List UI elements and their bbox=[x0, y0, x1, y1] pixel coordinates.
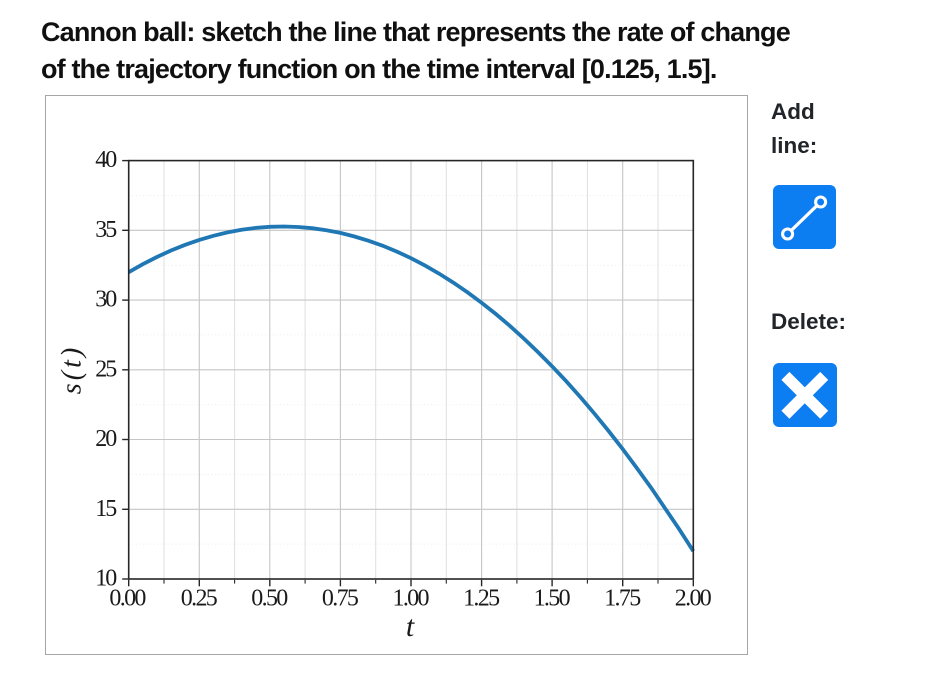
svg-text:10: 10 bbox=[95, 566, 117, 592]
svg-text:0.75: 0.75 bbox=[322, 586, 359, 612]
svg-text:0.00: 0.00 bbox=[109, 586, 146, 612]
svg-text:t: t bbox=[406, 610, 415, 643]
svg-text:40: 40 bbox=[95, 147, 117, 173]
svg-text:2.00: 2.00 bbox=[675, 586, 712, 612]
svg-text:25: 25 bbox=[95, 356, 117, 382]
svg-text:1.75: 1.75 bbox=[604, 586, 641, 612]
svg-text:s(t): s(t) bbox=[57, 348, 88, 395]
svg-text:20: 20 bbox=[95, 426, 117, 452]
svg-text:0.25: 0.25 bbox=[181, 586, 218, 612]
svg-text:1.00: 1.00 bbox=[393, 586, 430, 612]
svg-text:0.50: 0.50 bbox=[251, 586, 288, 612]
svg-text:30: 30 bbox=[95, 287, 117, 313]
svg-text:1.50: 1.50 bbox=[534, 586, 571, 612]
svg-text:15: 15 bbox=[95, 496, 117, 522]
svg-text:35: 35 bbox=[95, 217, 117, 243]
svg-text:1.25: 1.25 bbox=[463, 586, 500, 612]
